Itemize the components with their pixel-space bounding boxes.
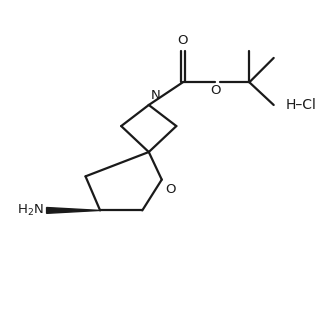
Text: H$_2$N: H$_2$N [17, 203, 44, 218]
Text: H–Cl: H–Cl [286, 98, 317, 112]
Polygon shape [47, 208, 100, 213]
Text: O: O [210, 84, 220, 97]
Text: N: N [150, 89, 160, 102]
Text: O: O [166, 183, 176, 196]
Text: O: O [178, 34, 188, 47]
